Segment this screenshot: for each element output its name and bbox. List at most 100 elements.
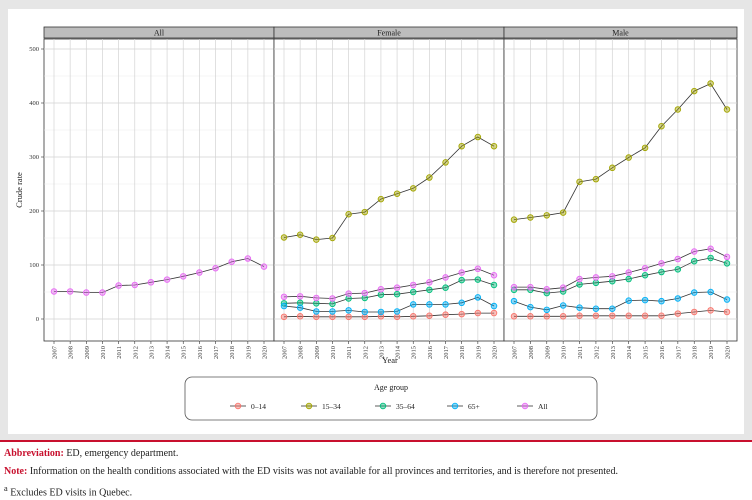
data-point (674, 295, 682, 302)
data-point (426, 301, 433, 308)
data-point (474, 276, 482, 283)
data-point (690, 289, 698, 296)
y-tick-label: 300 (29, 154, 39, 161)
data-point (345, 313, 352, 321)
data-point (658, 312, 665, 320)
footnotes: Abbreviation: ED, emergency department. … (0, 440, 752, 500)
data-point (690, 87, 698, 95)
data-point (458, 276, 465, 284)
data-point (609, 273, 616, 280)
x-tick-label: 2018 (692, 346, 699, 359)
panel-title-male: Male (612, 29, 629, 38)
data-point (313, 300, 320, 307)
data-point (409, 313, 417, 320)
data-point (592, 279, 600, 287)
x-tick-label: 2019 (245, 346, 252, 359)
data-point (345, 307, 352, 314)
data-point (345, 210, 352, 218)
data-point (458, 269, 465, 276)
x-axis-label: Year (382, 355, 398, 365)
note: Note: Information on the health conditio… (4, 466, 618, 477)
data-point (115, 282, 122, 289)
y-tick-label: 400 (29, 100, 39, 107)
legend-swatch-point (451, 402, 459, 410)
data-point (280, 234, 288, 241)
data-point (377, 286, 385, 293)
data-point (280, 313, 288, 321)
footnote-superscript: a (4, 484, 8, 493)
data-point (527, 313, 534, 320)
x-tick-label: 2011 (346, 346, 353, 359)
x-tick-label: 2019 (475, 346, 482, 359)
data-point (723, 253, 731, 261)
note-label: Note: (4, 466, 28, 477)
data-point (474, 294, 482, 301)
x-tick-label: 2020 (492, 346, 499, 359)
data-point (280, 293, 288, 301)
data-point (442, 301, 449, 308)
data-point (426, 174, 433, 181)
data-point (641, 296, 649, 304)
data-point (329, 313, 336, 321)
data-point (527, 303, 534, 311)
x-tick-label: 2015 (411, 346, 418, 359)
data-point (723, 308, 731, 316)
data-point (296, 231, 304, 239)
note-text: Information on the health conditions ass… (29, 466, 618, 477)
data-point (707, 254, 714, 262)
data-point (179, 273, 187, 280)
data-point (458, 299, 465, 307)
data-point (723, 260, 731, 267)
data-point (609, 305, 616, 312)
data-point (576, 275, 583, 283)
data-point (442, 311, 449, 318)
data-point (559, 313, 567, 320)
x-tick-label: 2014 (395, 345, 402, 359)
data-point (609, 164, 616, 172)
data-point (313, 294, 320, 302)
excludes-text: Excludes ED visits in Quebec. (10, 487, 133, 499)
data-point (490, 272, 498, 279)
data-point (361, 313, 369, 321)
data-point (641, 264, 649, 272)
data-point (674, 255, 682, 263)
data-point (474, 133, 482, 141)
data-point (377, 291, 385, 298)
x-tick-label: 2009 (84, 346, 91, 359)
data-point (50, 288, 58, 295)
data-point (361, 294, 369, 302)
x-tick-label: 2011 (116, 346, 123, 359)
x-tick-label: 2012 (362, 346, 369, 359)
data-point (723, 106, 731, 113)
panel-bg-all (43, 38, 275, 342)
data-point (707, 80, 714, 87)
x-tick-label: 2016 (197, 345, 204, 359)
x-tick-label: 2016 (659, 345, 666, 359)
data-point (609, 312, 616, 320)
data-point (490, 302, 498, 310)
panel-bg-female (273, 38, 505, 342)
data-point (409, 301, 417, 308)
x-tick-label: 2010 (330, 346, 337, 359)
legend-title: Age group (374, 383, 408, 392)
x-tick-label: 2017 (443, 345, 450, 359)
data-point (393, 313, 401, 321)
data-point (83, 289, 90, 296)
data-point (393, 290, 401, 298)
legend-entry-label: 35–64 (396, 402, 415, 411)
x-tick-label: 2013 (148, 346, 155, 359)
x-tick-label: 2007 (282, 345, 289, 359)
data-point (690, 248, 698, 255)
data-point (625, 154, 632, 161)
data-point (707, 245, 714, 253)
x-tick-label: 2019 (708, 346, 715, 359)
x-tick-label: 2020 (725, 346, 732, 359)
data-point (641, 312, 649, 320)
data-point (690, 257, 698, 265)
data-point (345, 290, 352, 297)
data-point (377, 308, 385, 316)
legend-entry-label: 0–14 (251, 402, 266, 411)
data-point (510, 283, 518, 291)
data-point (592, 305, 600, 312)
data-point (147, 279, 155, 286)
